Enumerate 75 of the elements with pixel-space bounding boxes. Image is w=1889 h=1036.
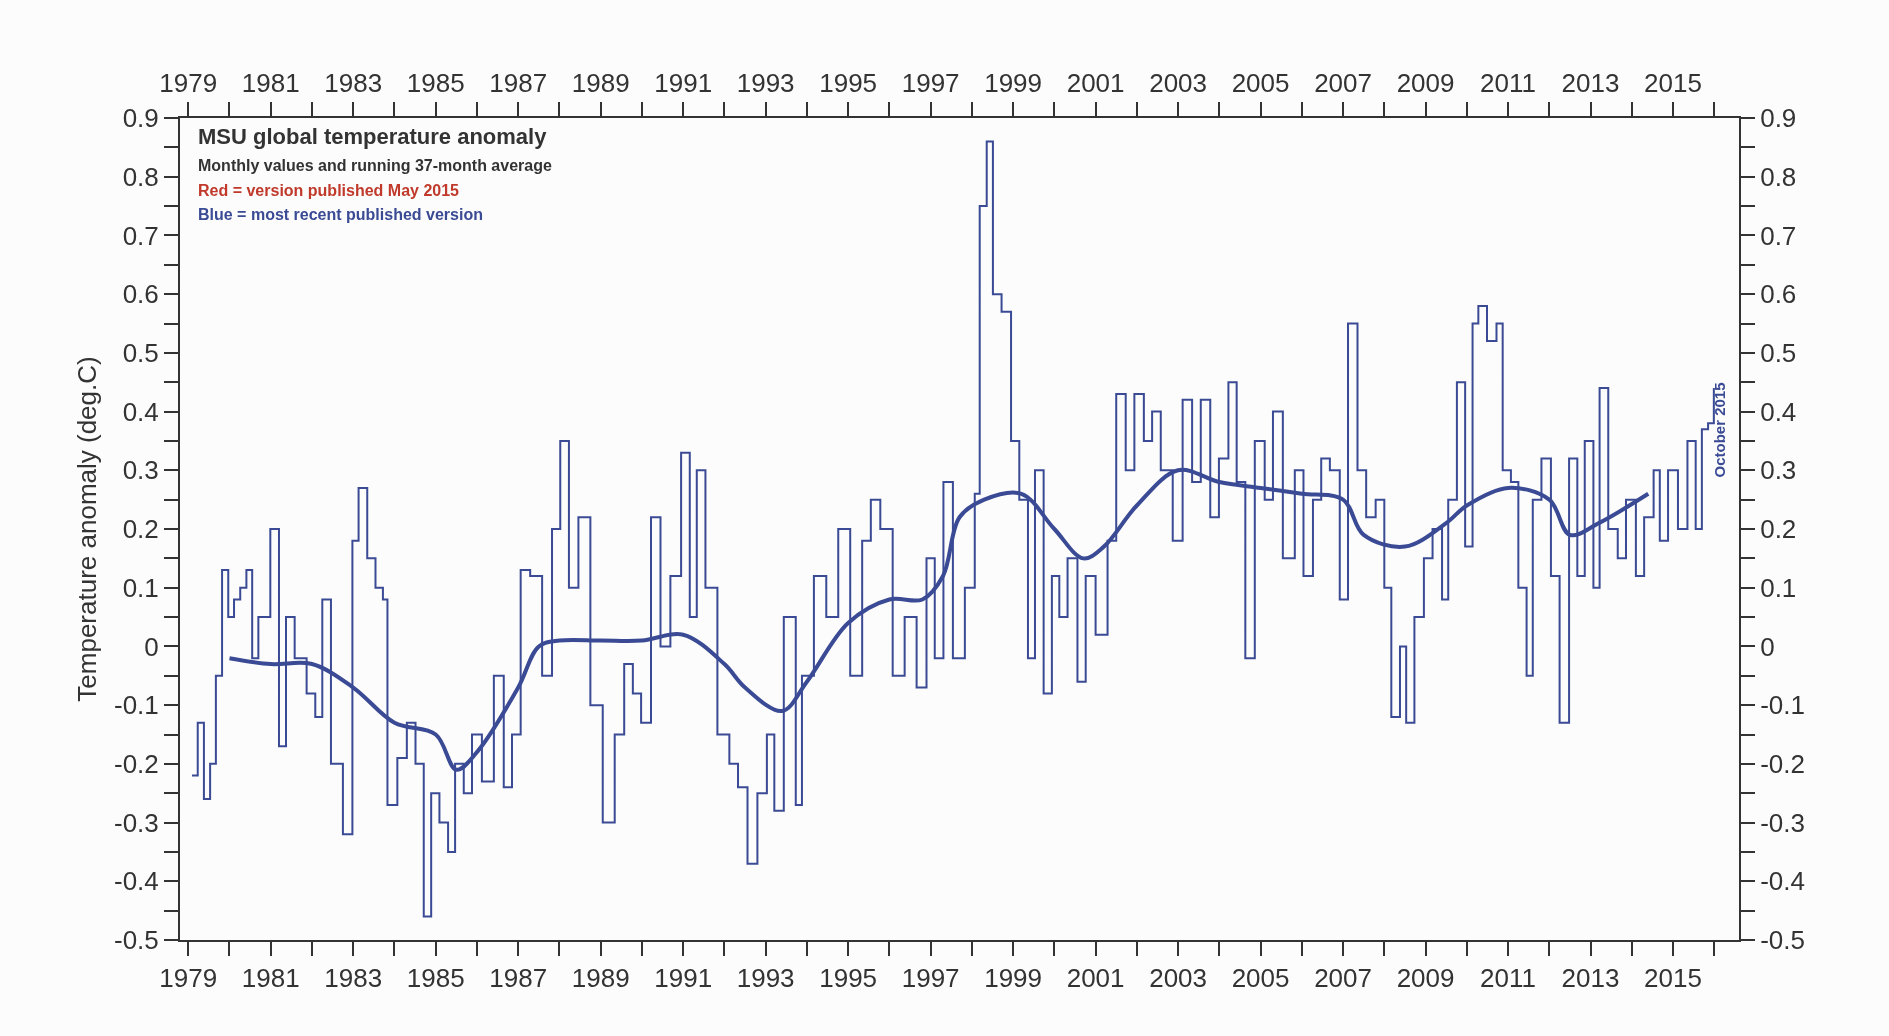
x-tick-label: 1993	[736, 67, 795, 98]
annotation: Red = version published May 2015	[198, 182, 460, 199]
x-tick-label: 1987	[489, 67, 548, 98]
y-tick-label: 0.4	[122, 396, 159, 427]
x2-tick-label: 1997	[901, 963, 960, 994]
y-tick-label: 0.6	[122, 279, 159, 310]
x-tick-label: 2015	[1644, 67, 1702, 98]
x2-tick-label: 1985	[406, 963, 465, 994]
x-tick-label: 2003	[1149, 67, 1208, 98]
x2-tick-label: 1999	[984, 963, 1043, 994]
y2-tick-label: 0.9	[1760, 103, 1797, 134]
y-tick-label: 0.5	[122, 337, 159, 368]
x2-tick-label: 2009	[1396, 963, 1455, 994]
y-tick-label: 0	[144, 631, 159, 662]
y-tick-label: 0.2	[122, 514, 159, 545]
y2-tick-label: 0.1	[1760, 572, 1797, 603]
x-tick-label: 1983	[324, 67, 383, 98]
y2-tick-label: 0.5	[1760, 337, 1797, 368]
x2-tick-label: 2005	[1231, 963, 1290, 994]
x2-tick-label: 1983	[324, 963, 383, 994]
x-tick-label: 1981	[241, 67, 300, 98]
x2-tick-label: 1987	[489, 963, 548, 994]
chart-title: MSU global temperature anomaly	[198, 124, 548, 149]
annotation: October 2015	[1710, 382, 1728, 478]
y2-tick-label: 0.3	[1760, 455, 1797, 486]
y-tick-label: 0.8	[122, 161, 159, 192]
y-tick-label: -0.5	[113, 925, 159, 956]
y-tick-label: -0.3	[113, 807, 159, 838]
y2-tick-label: 0.8	[1760, 161, 1797, 192]
y-axis-title: Temperature anomaly (deg.C)	[71, 356, 102, 702]
x2-tick-label: 2007	[1314, 963, 1372, 994]
x2-tick-label: 1995	[819, 963, 878, 994]
y2-tick-label: -0.2	[1760, 748, 1806, 779]
x-tick-label: 1991	[654, 67, 713, 98]
x-tick-label: 2013	[1561, 67, 1620, 98]
x-tick-label: 1989	[571, 67, 630, 98]
y2-tick-label: 0.2	[1760, 514, 1797, 545]
x-tick-label: 1979	[159, 67, 218, 98]
x2-tick-label: 1981	[241, 963, 300, 994]
x-tick-label: 2001	[1066, 67, 1125, 98]
y2-tick-label: 0.7	[1760, 220, 1797, 251]
y-tick-label: -0.4	[113, 866, 159, 897]
y2-tick-label: -0.4	[1760, 866, 1806, 897]
line-series	[227, 468, 1651, 772]
x2-tick-label: 1989	[571, 963, 630, 994]
y2-tick-label: 0.6	[1760, 279, 1797, 310]
x-tick-label: 2005	[1231, 67, 1290, 98]
y-tick-label: -0.1	[113, 690, 159, 721]
x-tick-label: 1985	[406, 67, 465, 98]
x2-tick-label: 1993	[736, 963, 795, 994]
x2-tick-label: 1991	[654, 963, 713, 994]
x2-tick-label: 2013	[1561, 963, 1620, 994]
x-tick-label: 1999	[984, 67, 1043, 98]
y2-tick-label: -0.3	[1760, 807, 1806, 838]
y2-tick-label: 0.4	[1760, 396, 1797, 427]
annotation: Blue = most recent published version	[198, 206, 483, 223]
x-tick-label: 2007	[1314, 67, 1372, 98]
x-tick-label: 1997	[901, 67, 960, 98]
y-tick-label: 0.3	[122, 455, 159, 486]
annotation: Monthly values and running 37-month average	[198, 157, 552, 174]
y2-tick-label: 0	[1760, 631, 1775, 662]
y-tick-label: -0.2	[113, 748, 159, 779]
y-tick-label: 0.7	[122, 220, 159, 251]
y2-tick-label: -0.1	[1760, 690, 1806, 721]
x2-tick-label: 2015	[1644, 963, 1702, 994]
x-tick-label: 2009	[1396, 67, 1455, 98]
x-tick-label: 2011	[1480, 67, 1536, 98]
x2-tick-label: 2003	[1149, 963, 1208, 994]
y2-tick-label: -0.5	[1760, 925, 1806, 956]
x2-tick-label: 2011	[1480, 963, 1536, 994]
y-tick-label: 0.1	[122, 572, 159, 603]
x2-tick-label: 1979	[159, 963, 218, 994]
x-tick-label: 1995	[819, 67, 878, 98]
x2-tick-label: 2001	[1066, 963, 1125, 994]
y-tick-label: 0.9	[122, 103, 159, 134]
